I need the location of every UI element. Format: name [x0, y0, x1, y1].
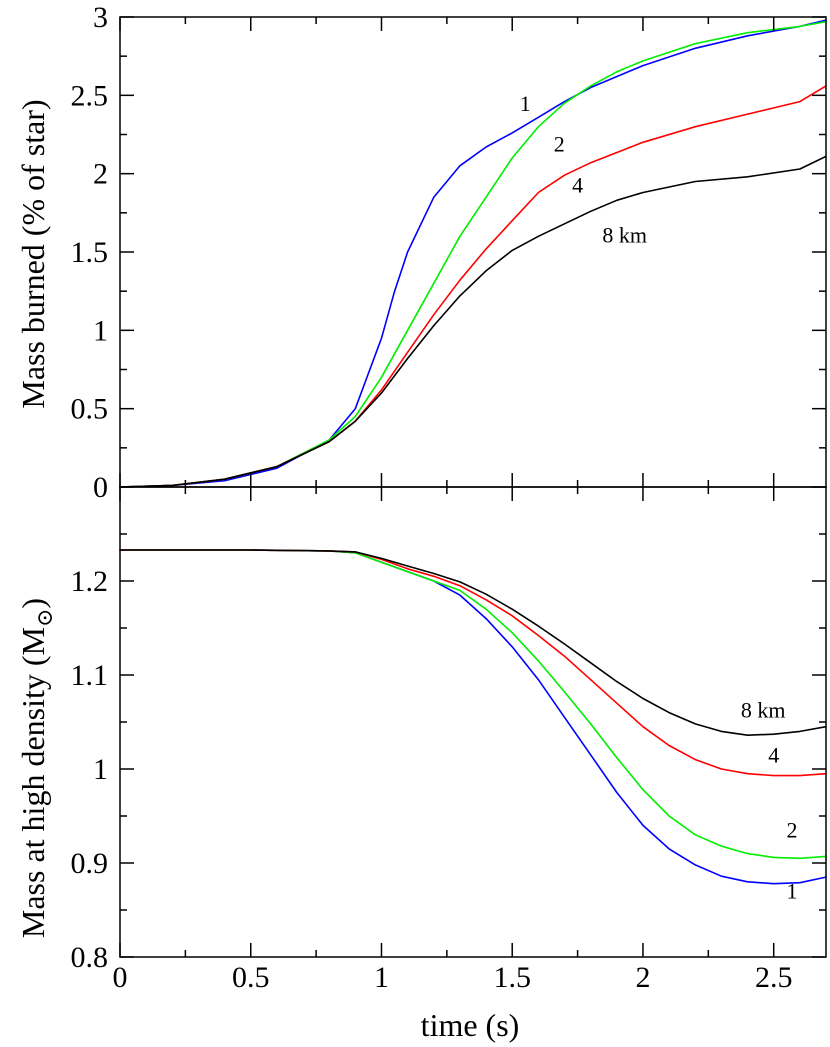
top-y-tick-label: 1: [93, 314, 108, 347]
top-series-line-2: [119, 20, 827, 488]
x-tick-label: 2: [635, 961, 650, 994]
top-y-tick-label: 2: [93, 158, 108, 191]
bottom-frame: [119, 486, 827, 958]
top-curve-label-2: 2: [554, 132, 565, 157]
top-series-line-1: [119, 19, 827, 488]
top-series-line-8-km: [119, 155, 827, 488]
bottom-y-axis-title-close: ): [15, 598, 51, 609]
top-y-tick-labels: 0 0.5 1 1.5 2 2.5 3: [71, 1, 109, 504]
x-tick-labels: 0 0.5 1 1.5 2 2.5: [113, 961, 793, 994]
bottom-series-line-4: [119, 549, 827, 777]
bottom-y-axis-title: Mass at high density (M⊙): [15, 598, 57, 938]
x-tick-label: 0.5: [232, 961, 270, 994]
bottom-curve-label-2: 2: [787, 818, 798, 843]
bottom-curve-label-8-km: 8 km: [741, 697, 786, 722]
x-tick-label: 2.5: [755, 961, 793, 994]
bottom-curve-labels: 8 km 4 2 1: [741, 697, 798, 903]
bottom-y-tick-label: 1: [93, 753, 108, 786]
top-curve-label-1: 1: [520, 91, 531, 116]
bottom-y-tick-label: 1.2: [71, 565, 109, 598]
bottom-series-lines: [119, 549, 827, 885]
top-series-lines: [119, 19, 827, 488]
bottom-y-tick-labels: 0.8 0.9 1 1.1 1.2: [71, 565, 109, 974]
bottom-y-tick-label: 1.1: [71, 659, 109, 692]
bottom-series-line-2: [119, 549, 827, 860]
sun-symbol: ⊙: [32, 609, 57, 627]
top-y-tick-label: 0: [93, 471, 108, 504]
top-frame: [119, 16, 827, 488]
top-curve-label-4: 4: [572, 172, 583, 197]
x-tick-label: 0: [113, 961, 128, 994]
top-series-line-4: [119, 85, 827, 488]
bottom-y-tick-label: 0.8: [71, 941, 109, 974]
bottom-panel: 0.8 0.9 1 1.1 1.2 0 0.5 1 1.5 2 2.5 8 km 4 2 1 Mass …: [15, 487, 827, 1043]
top-curve-labels: 124 8 km: [520, 91, 647, 248]
x-axis-title: time (s): [421, 1007, 520, 1043]
bottom-curve-label-4: 4: [768, 742, 779, 767]
top-y-tick-label: 2.5: [71, 79, 109, 112]
x-tick-label: 1.5: [493, 961, 531, 994]
bottom-ticks: [119, 487, 826, 958]
top-curve-label-8-km: 8 km: [602, 223, 647, 248]
bottom-series-line-8-km: [119, 549, 827, 737]
top-ticks: [119, 16, 826, 488]
top-y-axis-title: Mass burned (% of star): [15, 99, 51, 408]
top-y-tick-label: 0.5: [71, 393, 109, 426]
top-y-tick-label: 1.5: [71, 236, 109, 269]
x-tick-label: 1: [374, 961, 389, 994]
bottom-curve-label-1: 1: [787, 879, 798, 904]
bottom-y-tick-label: 0.9: [71, 847, 109, 880]
top-y-tick-label: 3: [93, 1, 108, 34]
bottom-y-axis-title-main: Mass at high density (M: [15, 627, 51, 938]
